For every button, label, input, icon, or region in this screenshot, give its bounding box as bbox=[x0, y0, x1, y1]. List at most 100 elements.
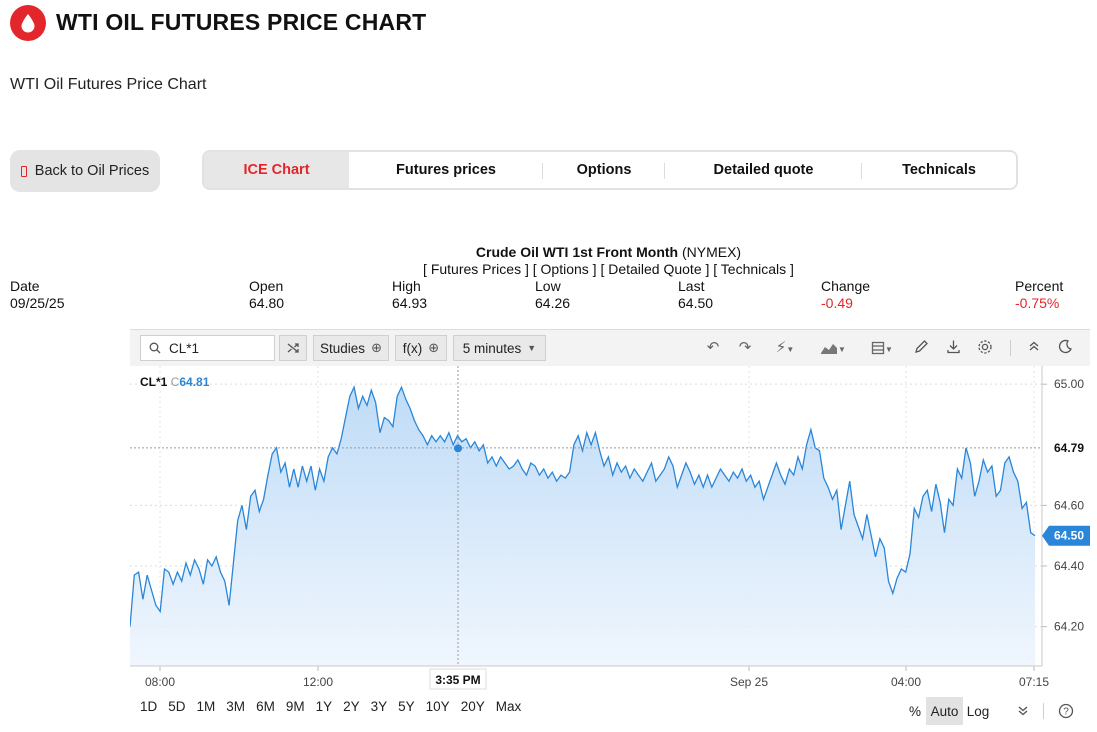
crosshair-price-label: 64.79 bbox=[1054, 441, 1084, 455]
chart-overlay: 64.79 64.50 3:35 PM CL*1 C64.81 bbox=[130, 366, 1090, 690]
quote-label: Percent bbox=[1015, 278, 1064, 294]
x-axis-labels: 08:00 12:00 Sep 25 04:00 07:15 bbox=[145, 675, 1049, 689]
fx-button[interactable]: f(x) ⊕ bbox=[395, 335, 447, 361]
percent-scale-button[interactable]: % bbox=[908, 703, 921, 719]
pencil-icon[interactable] bbox=[912, 339, 930, 357]
range-20y[interactable]: 20Y bbox=[460, 699, 485, 714]
help-icon[interactable]: ? bbox=[1055, 697, 1077, 725]
crosshair-price-box bbox=[1043, 438, 1090, 457]
quote-value: 64.80 bbox=[249, 295, 285, 311]
quote-open: Open 64.80 bbox=[249, 278, 284, 312]
tab-futures-prices[interactable]: Futures prices bbox=[349, 152, 543, 188]
chart-tabs: ICE Chart Futures prices Options Detaile… bbox=[202, 150, 1018, 190]
quote-label: Low bbox=[535, 278, 561, 294]
x-tick-label: 04:00 bbox=[891, 675, 921, 689]
auto-scale-button[interactable]: Auto bbox=[926, 697, 963, 725]
quote-value: 09/25/25 bbox=[10, 295, 65, 311]
interval-select[interactable]: 5 minutes ▼ bbox=[453, 335, 546, 361]
quote-links[interactable]: [ Futures Prices ] [ Options ] [ Detaile… bbox=[423, 261, 794, 277]
expand-down-icon[interactable] bbox=[1013, 697, 1033, 725]
quote-percent: Percent -0.75% bbox=[1015, 278, 1063, 312]
price-chart[interactable]: 65.00 64.60 64.40 64.20 08:00 12:00 Sep 25 04:… bbox=[130, 366, 1090, 693]
range-max[interactable]: Max bbox=[495, 699, 522, 714]
last-price-tag bbox=[1042, 525, 1090, 546]
layout-icon[interactable]: ▼ bbox=[866, 339, 898, 357]
dark-mode-icon[interactable] bbox=[1056, 339, 1074, 357]
price-line bbox=[130, 385, 1036, 627]
quote-value: -0.49 bbox=[821, 295, 853, 311]
lightning-icon[interactable]: ⚡▼ bbox=[775, 339, 795, 356]
range-5d[interactable]: 5D bbox=[168, 699, 186, 714]
y-tick-label: 64.40 bbox=[1054, 559, 1084, 573]
quote-label: Change bbox=[821, 278, 871, 294]
x-tick-label: 08:00 bbox=[145, 675, 175, 689]
range-10y[interactable]: 10Y bbox=[425, 699, 450, 714]
undo-icon[interactable]: ↶ bbox=[706, 339, 720, 356]
back-icon bbox=[20, 165, 27, 177]
symbol-search-input[interactable]: CL*1 bbox=[140, 335, 275, 361]
range-1m[interactable]: 1M bbox=[196, 699, 216, 714]
studies-label: Studies bbox=[320, 340, 366, 356]
quote-label: Date bbox=[10, 278, 40, 294]
symbol-value: CL*1 bbox=[169, 340, 200, 356]
quote-label: High bbox=[392, 278, 421, 294]
plus-circle-icon: ⊕ bbox=[428, 340, 440, 355]
range-5y[interactable]: 5Y bbox=[398, 699, 415, 714]
quote-value: 64.93 bbox=[392, 295, 428, 311]
range-9m[interactable]: 9M bbox=[285, 699, 305, 714]
settings-icon[interactable] bbox=[976, 339, 994, 357]
quote-value: 64.50 bbox=[678, 295, 714, 311]
tab-detailed-quote[interactable]: Detailed quote bbox=[665, 152, 862, 188]
redo-icon[interactable]: ↷ bbox=[738, 339, 752, 356]
back-to-oil-prices-button[interactable]: Back to Oil Prices bbox=[10, 150, 160, 192]
plus-circle-icon: ⊕ bbox=[371, 340, 382, 355]
range-3m[interactable]: 3M bbox=[226, 699, 246, 714]
quote-label: Open bbox=[249, 278, 284, 294]
quote-value: 64.26 bbox=[535, 295, 571, 311]
fx-label: f(x) bbox=[402, 340, 423, 356]
crosshair-point bbox=[454, 444, 462, 453]
tab-label: ICE Chart bbox=[243, 162, 310, 178]
download-icon[interactable] bbox=[944, 339, 962, 357]
range-1y[interactable]: 1Y bbox=[315, 699, 333, 714]
range-3y[interactable]: 3Y bbox=[370, 699, 388, 714]
chart-toolbar: CL*1 Studies ⊕ f(x) ⊕ 5 minutes ▼ ↶ ↷ ⚡▼… bbox=[130, 330, 1090, 366]
tab-label: Detailed quote bbox=[713, 162, 814, 178]
quote-value: -0.75% bbox=[1015, 295, 1060, 311]
studies-button[interactable]: Studies ⊕ bbox=[313, 335, 389, 361]
range-6m[interactable]: 6M bbox=[256, 699, 275, 714]
y-tick-label: 64.20 bbox=[1054, 620, 1084, 634]
y-tick-label: 64.60 bbox=[1054, 498, 1084, 512]
y-axis-labels: 65.00 64.60 64.40 64.20 bbox=[1054, 377, 1084, 633]
collapse-icon[interactable] bbox=[1025, 339, 1043, 357]
compare-button[interactable] bbox=[279, 335, 307, 361]
quote-label: Last bbox=[678, 278, 705, 294]
oil-drop-icon bbox=[21, 14, 35, 33]
tab-options[interactable]: Options bbox=[543, 152, 665, 188]
exchange-name: (NYMEX) bbox=[681, 244, 742, 260]
x-tick-label: 12:00 bbox=[303, 675, 333, 689]
caret-down-icon: ▼ bbox=[527, 343, 537, 353]
crosshair-time-box bbox=[429, 668, 487, 690]
quote-high: High 64.93 bbox=[392, 278, 427, 312]
quote-date: Date 09/25/25 bbox=[10, 278, 65, 312]
quote-last: Last 64.50 bbox=[678, 278, 713, 312]
tab-ice-chart[interactable]: ICE Chart bbox=[204, 152, 349, 188]
page-title: WTI OIL FUTURES PRICE CHART bbox=[56, 9, 427, 35]
y-tick-label: 65.00 bbox=[1054, 377, 1084, 391]
page-subtitle: WTI Oil Futures Price Chart bbox=[10, 76, 207, 93]
x-tick-label: Sep 25 bbox=[730, 675, 768, 689]
interval-label: 5 minutes bbox=[462, 340, 522, 356]
x-tick-label: 07:15 bbox=[1019, 675, 1049, 689]
price-area bbox=[130, 387, 1035, 666]
log-scale-button[interactable]: Log bbox=[966, 703, 990, 719]
quote-change: Change -0.49 bbox=[821, 278, 870, 312]
instrument-name: Crude Oil WTI 1st Front Month bbox=[475, 244, 679, 260]
range-1d[interactable]: 1D bbox=[140, 699, 158, 714]
price-chart-panel: CL*1 Studies ⊕ f(x) ⊕ 5 minutes ▼ ↶ ↷ ⚡▼… bbox=[130, 329, 1090, 692]
range-2y[interactable]: 2Y bbox=[343, 699, 360, 714]
chart-legend: CL*1 C64.81 bbox=[140, 375, 210, 389]
tab-technicals[interactable]: Technicals bbox=[862, 152, 1016, 188]
chart-type-icon[interactable]: ▼ bbox=[816, 339, 850, 357]
search-icon bbox=[149, 342, 161, 354]
